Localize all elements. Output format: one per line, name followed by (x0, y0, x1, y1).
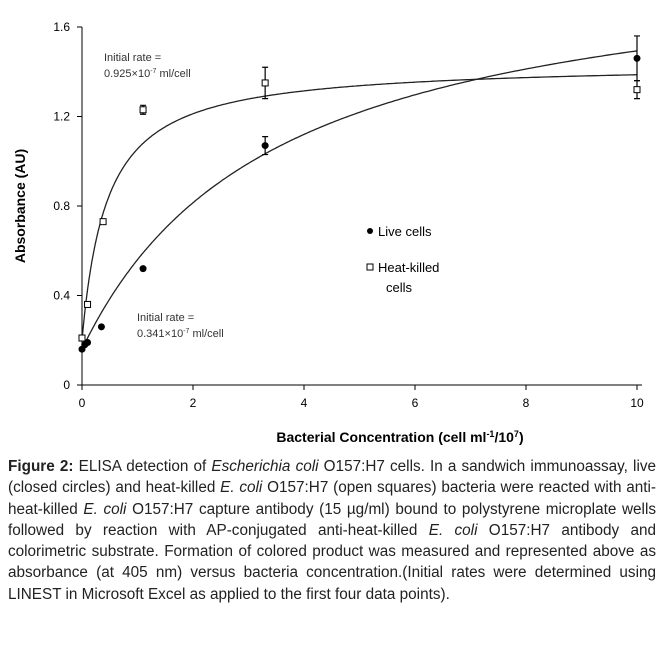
svg-text:0.341×10-7 ml/cell: 0.341×10-7 ml/cell (137, 328, 224, 340)
caption-text: O157:H7 antibody and colorimetric substr… (8, 521, 656, 603)
y-tick-label: 1.6 (53, 20, 70, 34)
caption-text: ELISA detection of (73, 458, 212, 475)
data-point-live (84, 338, 92, 346)
x-tick-label: 4 (301, 396, 308, 410)
caption-text: O157:H7 capture antibody (15 µg/ml) boun… (8, 500, 656, 539)
x-tick-label: 10 (630, 396, 644, 410)
data-point-live (97, 323, 105, 331)
data-point-live (261, 142, 269, 150)
figure-caption: Figure 2: ELISA detection of Escherichia… (8, 456, 656, 605)
y-tick-label: 0.8 (53, 199, 70, 213)
caption-text: O157:H7 cells. In a sandwich immunoassay… (8, 458, 656, 497)
x-tick-label: 8 (523, 396, 530, 410)
x-tick-label: 6 (412, 396, 419, 410)
legend-heat-label: Heat-killed (378, 260, 439, 275)
y-tick-label: 1.2 (53, 110, 70, 124)
data-point-heat-killed (633, 86, 641, 94)
caption-text: O157:H7 (open squares) bacteria were rea… (8, 479, 657, 518)
legend-live-label: Live cells (378, 224, 432, 239)
data-point-heat-killed (78, 334, 86, 342)
caption-italic: E. coli (83, 500, 127, 518)
data-point-heat-killed (261, 79, 269, 87)
legend: Live cells Heat-killed cells (366, 224, 439, 295)
data-point-live (633, 54, 641, 62)
annotation-live: Initial rate = 0.341×10-7 ml/cell (137, 312, 224, 340)
legend-heat-label-2: cells (386, 280, 413, 295)
x-tick-label: 0 (79, 396, 86, 410)
y-axis-label: Absorbance (AU) (12, 149, 28, 263)
svg-text:0.925×10-7 ml/cell: 0.925×10-7 ml/cell (104, 68, 191, 80)
x-tick-label: 2 (190, 396, 197, 410)
fit-curve-heat-killed (81, 74, 638, 341)
legend-live-marker (367, 228, 373, 234)
fit-curve-live (81, 50, 638, 350)
y-tick-label: 0 (63, 378, 70, 392)
x-axis-label: Bacterial Concentration (cell ml-1/107) (276, 429, 523, 445)
chart: 0 2 4 6 8 10 0 0.4 0.8 1.2 1.6 Absorbance (AU) Bac… (12, 20, 644, 445)
data-point-heat-killed (84, 300, 92, 308)
caption-italic: E. coli (220, 479, 263, 497)
svg-text:Initial rate =: Initial rate = (104, 52, 161, 64)
caption-italic: E. coli (428, 521, 478, 539)
data-point-heat-killed (99, 218, 107, 226)
data-point-heat-killed (139, 106, 147, 114)
caption-italic: Escherichia coli (211, 458, 319, 475)
svg-text:Initial rate =: Initial rate = (137, 312, 194, 324)
annotation-heat: Initial rate = 0.925×10-7 ml/cell (104, 52, 191, 80)
data-point-live (139, 265, 147, 273)
legend-heat-marker (366, 263, 374, 271)
y-tick-label: 0.4 (53, 289, 70, 303)
caption-label: Figure 2: (8, 458, 74, 475)
